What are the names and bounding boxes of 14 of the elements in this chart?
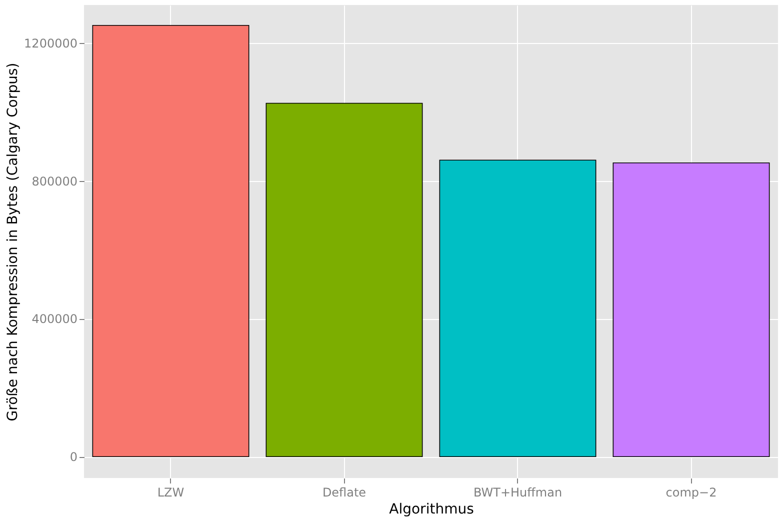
y-axis-title: Größe nach Kompression in Bytes (Calgary Corpus) (5, 62, 22, 422)
bar (92, 24, 250, 458)
x-axis-title: Algorithmus (389, 502, 474, 518)
y-tick-label: 0 (70, 450, 78, 464)
x-tick-label: comp−2 (666, 486, 717, 500)
x-tick-label: BWT+Huffman (473, 486, 562, 500)
bar (612, 162, 770, 458)
y-tick-label: 800000 (32, 174, 78, 188)
bar (439, 160, 596, 458)
y-tick-label: 400000 (32, 312, 78, 326)
x-tick-label: Deflate (322, 486, 366, 500)
y-tick-label: 1200000 (24, 36, 78, 50)
x-tick-label: LZW (157, 486, 184, 500)
bar (266, 102, 423, 458)
